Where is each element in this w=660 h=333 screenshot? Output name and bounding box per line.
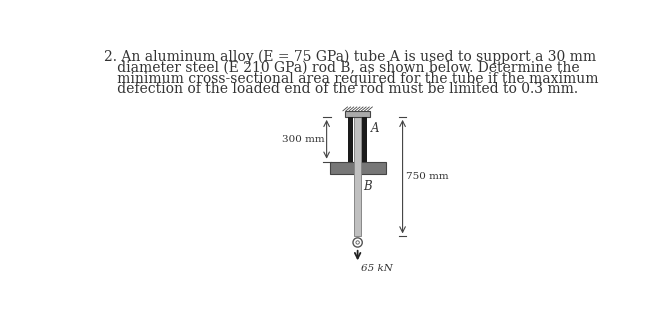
Bar [330,162,385,174]
Text: 65 kN: 65 kN [361,264,393,273]
Text: A: A [371,122,379,135]
Text: diameter steel (E 210 GPa) rod B, as shown below. Determine the: diameter steel (E 210 GPa) rod B, as sho… [104,61,580,75]
Text: defection of the loaded end of the rod must be limited to 0.3 mm.: defection of the loaded end of the rod m… [104,82,578,96]
Text: minimum cross-sectional area required for the tube if the maximum: minimum cross-sectional area required fo… [104,72,599,86]
Bar [345,111,370,117]
Text: 750 mm: 750 mm [406,172,448,181]
Text: B: B [364,180,372,193]
Bar [362,117,367,162]
Bar [348,117,353,162]
Bar [354,111,361,236]
Text: 300 mm: 300 mm [282,135,324,144]
Text: 2. An aluminum alloy (E = 75 GPa) tube A is used to support a 30 mm: 2. An aluminum alloy (E = 75 GPa) tube A… [104,50,597,64]
Circle shape [353,238,362,247]
Circle shape [356,241,359,244]
